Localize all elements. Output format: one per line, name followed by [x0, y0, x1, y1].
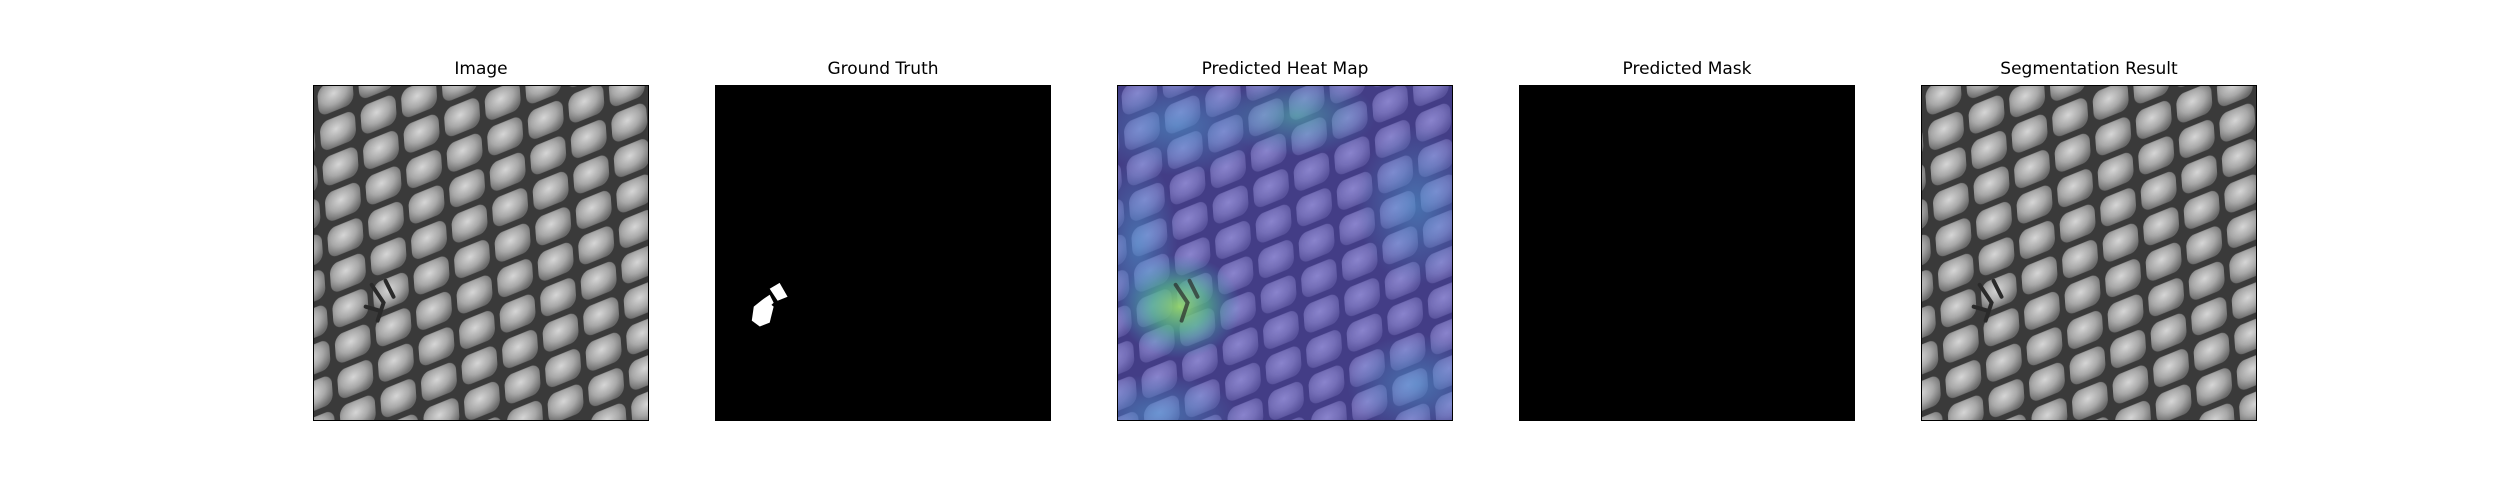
segmentation-image — [1921, 85, 2257, 421]
panel-title: Predicted Mask — [1622, 59, 1752, 79]
panel-title: Ground Truth — [827, 59, 939, 79]
defect-mark — [1971, 278, 2004, 323]
defect-region — [769, 282, 788, 301]
heat-map-overlay — [1117, 85, 1453, 421]
panel-title: Image — [454, 59, 508, 79]
texture-image — [313, 85, 649, 421]
panel-title: Segmentation Result — [2000, 59, 2178, 79]
defect-mark — [363, 278, 396, 323]
predicted-mask — [1519, 85, 1855, 421]
defect-region — [763, 294, 774, 307]
panel-title: Predicted Heat Map — [1201, 59, 1369, 79]
heat-hotspot — [1118, 254, 1242, 359]
ground-truth-mask — [715, 85, 1051, 421]
defect-region — [751, 298, 774, 327]
